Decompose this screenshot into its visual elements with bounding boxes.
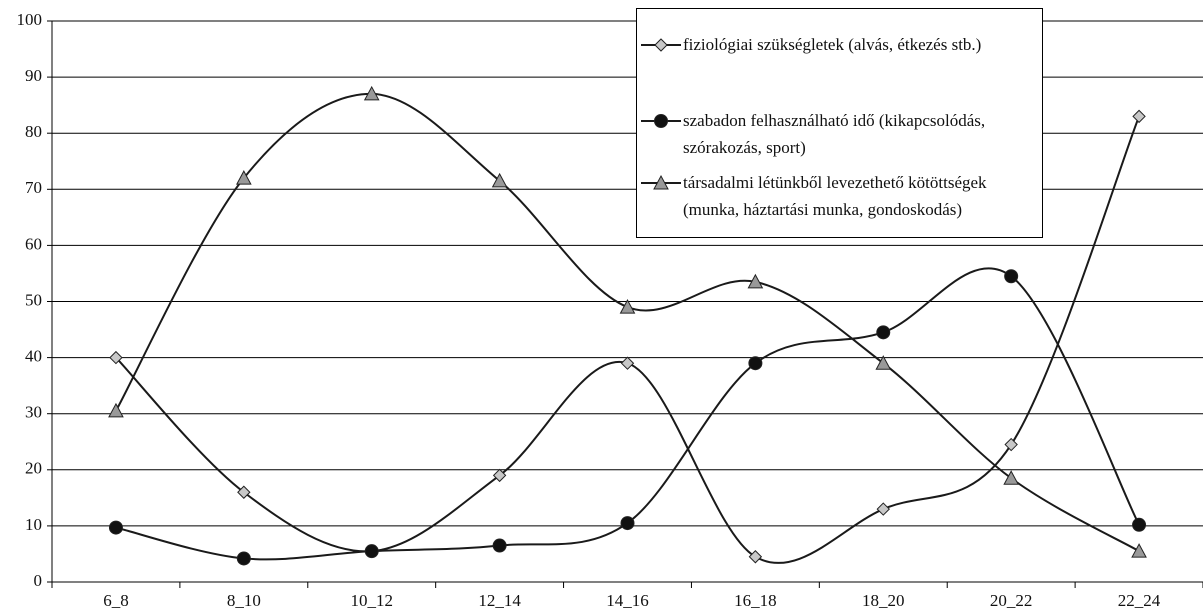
x-tick-label: 10_12: [350, 591, 393, 610]
y-tick-label: 0: [34, 571, 43, 590]
y-tick-label: 60: [25, 234, 42, 253]
marker: [653, 174, 669, 190]
marker: [1003, 470, 1020, 485]
x-tick-label: 22_24: [1118, 591, 1161, 610]
marker: [1131, 543, 1147, 558]
x-tick-label: 20_22: [990, 591, 1033, 610]
marker: [363, 85, 380, 101]
marker: [364, 544, 379, 559]
marker: [748, 356, 763, 371]
legend-label: társadalmi létünkből levezethető kötötts…: [683, 173, 987, 219]
marker: [620, 516, 635, 531]
marker: [876, 325, 891, 340]
marker: [654, 38, 668, 52]
x-tick-label: 8_10: [227, 591, 261, 610]
marker: [235, 170, 252, 185]
y-tick-label: 30: [25, 403, 42, 422]
y-tick-label: 50: [25, 290, 42, 309]
x-tick-label: 6_8: [103, 591, 129, 610]
y-tick-label: 70: [25, 178, 42, 197]
x-tick-label: 16_18: [734, 591, 777, 610]
y-tick-label: 80: [25, 122, 42, 141]
legend: fiziológiai szükségletek (alvás, étkezés…: [636, 8, 1043, 238]
marker: [109, 350, 123, 365]
marker: [620, 356, 635, 370]
marker: [1004, 437, 1018, 452]
marker: [491, 172, 508, 188]
marker: [492, 538, 507, 553]
marker: [108, 402, 124, 418]
y-tick-label: 20: [25, 459, 42, 478]
series-line: [115, 92, 1140, 553]
x-tick-label: 18_20: [862, 591, 905, 610]
legend-entry: társadalmi létünkből levezethető kötötts…: [641, 169, 1038, 223]
marker: [875, 355, 892, 370]
y-tick-label: 40: [25, 347, 42, 366]
legend-entry: szabadon felhasználható idő (kikapcsolód…: [641, 107, 1038, 161]
marker: [1132, 517, 1147, 532]
marker: [654, 114, 668, 128]
y-tick-label: 90: [25, 66, 42, 85]
marker: [876, 502, 890, 516]
marker: [1004, 269, 1019, 284]
legend-label: fiziológiai szükségletek (alvás, étkezés…: [683, 35, 982, 54]
y-tick-label: 100: [17, 10, 43, 29]
legend-entry: fiziológiai szükségletek (alvás, étkezés…: [641, 31, 1038, 58]
x-tick-label: 12_14: [478, 591, 521, 610]
legend-symbol: [641, 38, 681, 52]
marker: [237, 485, 251, 499]
marker: [619, 299, 636, 314]
marker: [748, 550, 763, 564]
y-tick-label: 10: [25, 515, 42, 534]
marker: [236, 551, 251, 566]
legend-symbol: [641, 174, 681, 190]
legend-symbol: [641, 114, 681, 128]
marker: [747, 273, 764, 289]
x-tick-label: 14_16: [606, 591, 649, 610]
marker: [1132, 109, 1146, 124]
marker: [108, 520, 123, 535]
legend-label: szabadon felhasználható idő (kikapcsolód…: [683, 111, 986, 157]
marker: [492, 468, 507, 483]
